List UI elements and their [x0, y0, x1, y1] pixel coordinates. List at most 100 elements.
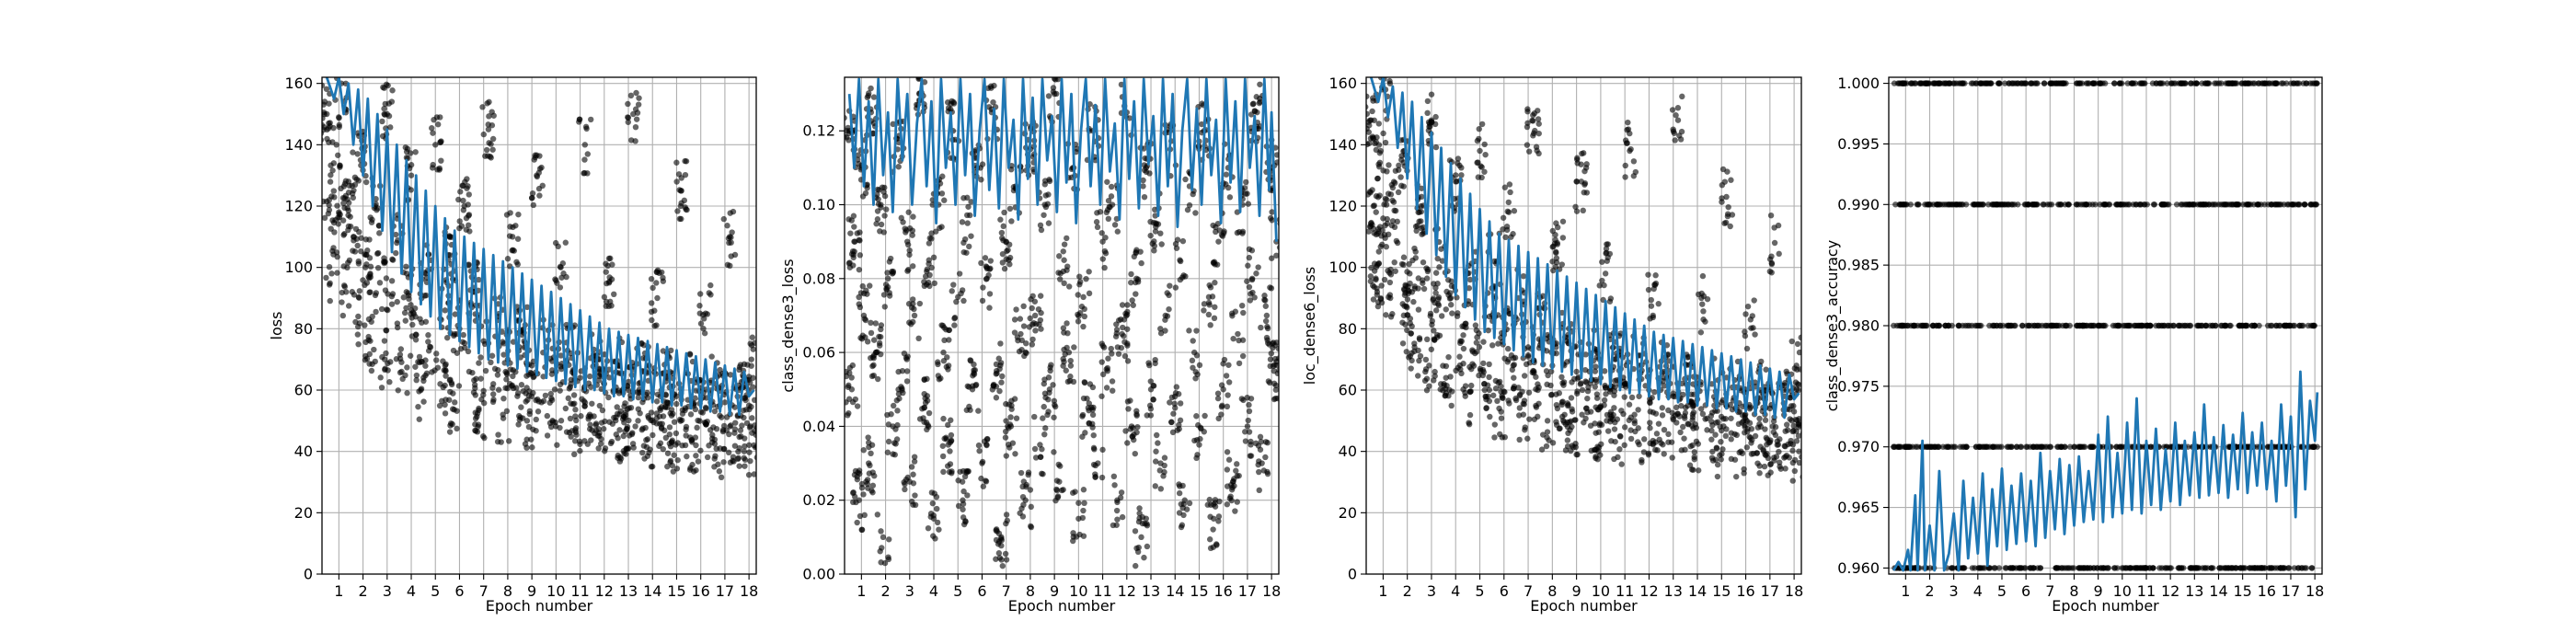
scatter-point: [700, 325, 707, 332]
scatter-point: [1655, 301, 1662, 307]
scatter-point: [1105, 355, 1111, 362]
scatter-point: [1756, 420, 1763, 428]
scatter-point: [953, 298, 960, 305]
scatter-point: [1603, 391, 1609, 397]
scatter-point: [1003, 453, 1010, 459]
scatter-point: [1067, 374, 1074, 380]
scatter-point: [1391, 224, 1398, 231]
chart-panel-loss: Epoch number loss 1 2 3 4 5 6 7 8 9 10 11 12 13 14 15 1…: [268, 75, 758, 615]
scatter-point: [1719, 181, 1726, 189]
scatter-point: [1253, 270, 1259, 277]
scatter-point: [422, 362, 429, 369]
scatter-point: [1466, 411, 1474, 419]
scatter-point: [704, 311, 711, 317]
scatter-point: [583, 125, 590, 132]
scatter-point: [898, 214, 904, 222]
scatter-point: [455, 196, 462, 203]
scatter-point: [1038, 309, 1044, 316]
scatter-point: [711, 464, 718, 470]
scatter-point: [1741, 470, 1747, 477]
scatter-point: [334, 270, 340, 276]
scatter-point: [462, 344, 468, 351]
scatter-point: [729, 229, 735, 236]
scatter-point: [627, 92, 635, 99]
x-tick-label: 11: [570, 582, 589, 600]
scatter-point: [1392, 268, 1398, 274]
scatter-point: [403, 305, 409, 311]
scatter-point: [944, 99, 951, 106]
scatter-point: [1439, 258, 1446, 264]
scatter-point: [1540, 293, 1547, 299]
scatter-point: [985, 271, 992, 279]
scatter-point: [1645, 271, 1651, 278]
scatter-point: [585, 380, 592, 386]
scatter-point: [934, 505, 940, 512]
scatter-point: [1544, 418, 1551, 424]
scatter-point: [915, 335, 922, 342]
scatter-point: [1196, 362, 1203, 369]
scatter-point: [1224, 501, 1231, 508]
x-tick-label: 7: [1002, 582, 1011, 600]
scatter-point: [1389, 197, 1396, 204]
scatter-point: [1177, 400, 1184, 407]
x-tick-label: 16: [692, 582, 710, 600]
scatter-point: [983, 435, 991, 443]
scatter-point: [354, 242, 361, 249]
scatter-point: [340, 263, 347, 270]
scatter-point: [902, 481, 908, 488]
scatter-point: [377, 374, 384, 381]
scatter-point: [1621, 442, 1627, 449]
scatter-point: [979, 458, 986, 466]
scatter-point: [534, 173, 541, 180]
scatter-point: [860, 447, 867, 454]
scatter-point: [1098, 393, 1105, 399]
scatter-point: [358, 235, 364, 241]
scatter-point: [1798, 334, 1801, 341]
x-tick-label: 3: [1427, 582, 1436, 600]
scatter-point: [633, 89, 639, 97]
scatter-point: [1012, 451, 1018, 457]
x-tick-label: 18: [1785, 582, 1803, 600]
scatter-point: [1207, 545, 1214, 552]
scatter-point: [1041, 431, 1048, 438]
scatter-point: [323, 86, 330, 92]
scatter-point: [1029, 341, 1036, 348]
scatter-point: [693, 453, 699, 459]
scatter-point: [1192, 210, 1199, 216]
scatter-point: [728, 253, 734, 259]
scatter-point: [858, 484, 866, 491]
scatter-point: [1050, 88, 1057, 95]
scatter-point: [448, 234, 454, 240]
scatter-point: [1794, 340, 1801, 348]
scatter-point: [584, 151, 591, 157]
scatter-point: [1404, 327, 1410, 334]
x-tick-label: 2: [358, 582, 367, 600]
scatter-point: [915, 77, 922, 80]
scatter-point: [1386, 279, 1394, 286]
scatter-point: [1246, 408, 1253, 415]
scatter-point: [1472, 322, 1479, 328]
scatter-point: [1630, 173, 1638, 179]
scatter-point: [1647, 440, 1653, 447]
scatter-point: [423, 370, 431, 376]
scatter-point: [727, 210, 733, 216]
scatter-point: [1014, 334, 1021, 340]
scatter-point: [861, 512, 868, 519]
scatter-point: [1040, 415, 1046, 421]
scatter-point: [586, 373, 593, 380]
scatter-point: [506, 263, 513, 270]
scatter-point: [991, 82, 997, 89]
scatter-point: [1027, 315, 1033, 322]
scatter-point: [1006, 261, 1013, 268]
scatter-point: [1647, 399, 1653, 407]
scatter-point: [1520, 355, 1526, 362]
scatter-point: [433, 357, 440, 363]
scatter-point: [1458, 338, 1465, 345]
scatter-point: [749, 415, 755, 421]
scatter-point: [850, 254, 857, 261]
scatter-point: [489, 146, 496, 153]
scatter-point: [1799, 454, 1801, 460]
scatter-point: [356, 288, 363, 294]
scatter-point: [1392, 207, 1399, 214]
scatter-point: [1367, 273, 1374, 280]
